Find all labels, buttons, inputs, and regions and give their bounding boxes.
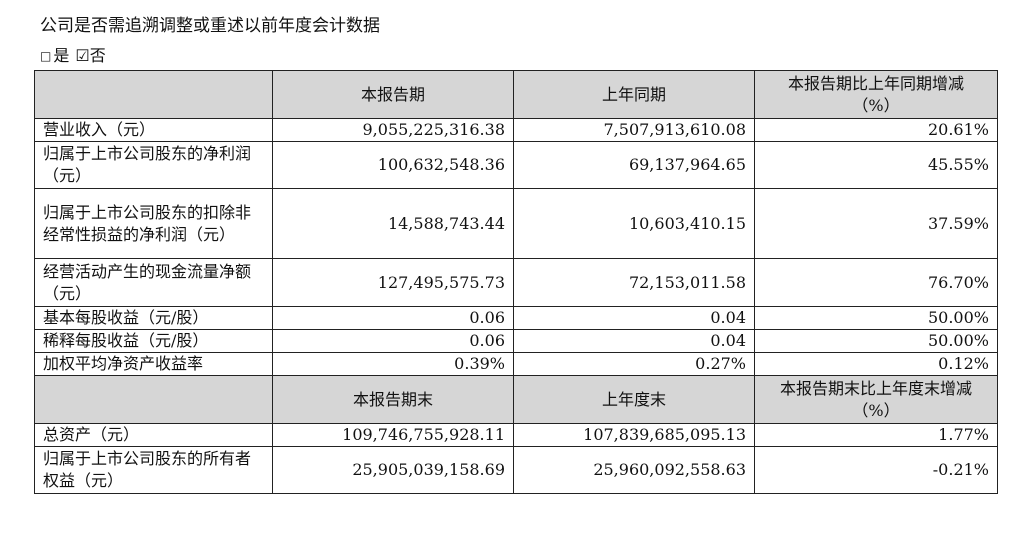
row-change-value: -0.21% xyxy=(754,446,998,494)
row-label: 归属于上市公司股东的净利润（元） xyxy=(34,141,273,189)
row-current-value: 0.39% xyxy=(272,352,514,376)
header-blank-cell xyxy=(34,70,273,119)
choice-yes-label: 是 xyxy=(53,46,70,65)
row-previous-value: 69,137,964.65 xyxy=(513,141,755,189)
table-header-row: 本报告期末 上年度末 本报告期末比上年度末增减 （%） xyxy=(34,375,998,424)
row-previous-value: 0.04 xyxy=(513,306,755,330)
row-previous-value: 25,960,092,558.63 xyxy=(513,446,755,494)
table-row: 归属于上市公司股东的净利润（元） 100,632,548.36 69,137,9… xyxy=(34,141,998,189)
row-current-value: 109,746,755,928.11 xyxy=(272,423,514,447)
row-label: 归属于上市公司股东的扣除非经常性损益的净利润（元） xyxy=(34,188,273,259)
row-previous-value: 107,839,685,095.13 xyxy=(513,423,755,447)
row-previous-value: 7,507,913,610.08 xyxy=(513,118,755,142)
header-current-period: 本报告期 xyxy=(272,70,514,119)
row-label: 营业收入（元） xyxy=(34,118,273,142)
row-label: 加权平均净资产收益率 xyxy=(34,352,273,376)
header-change-title: 本报告期末比上年度末增减 xyxy=(779,378,972,398)
row-current-value: 25,905,039,158.69 xyxy=(272,446,514,494)
row-change-value: 50.00% xyxy=(754,329,998,353)
header-change: 本报告期末比上年度末增减 （%） xyxy=(754,375,998,424)
row-previous-value: 10,603,410.15 xyxy=(513,188,755,259)
row-current-value: 0.06 xyxy=(272,306,514,330)
header-change: 本报告期比上年同期增减 （%） xyxy=(754,70,998,119)
row-current-value: 9,055,225,316.38 xyxy=(272,118,514,142)
choice-no-label: 否 xyxy=(89,46,106,65)
table-row: 归属于上市公司股东的扣除非经常性损益的净利润（元） 14,588,743.44 … xyxy=(34,188,998,259)
header-previous-year-end: 上年度末 xyxy=(513,375,755,424)
row-change-value: 50.00% xyxy=(754,306,998,330)
financial-data-table: 本报告期 上年同期 本报告期比上年同期增减 （%） 营业收入（元） 9,055,2… xyxy=(34,70,998,494)
row-label: 稀释每股收益（元/股） xyxy=(34,329,273,353)
table-row: 营业收入（元） 9,055,225,316.38 7,507,913,610.0… xyxy=(34,118,998,142)
row-label: 总资产（元） xyxy=(34,423,273,447)
row-current-value: 14,588,743.44 xyxy=(272,188,514,259)
header-change-unit: （%） xyxy=(852,400,900,420)
row-previous-value: 0.27% xyxy=(513,352,755,376)
row-change-value: 1.77% xyxy=(754,423,998,447)
section-heading: 公司是否需追溯调整或重述以前年度会计数据 xyxy=(40,16,380,36)
unchecked-box-icon: □ xyxy=(40,49,52,63)
row-change-value: 20.61% xyxy=(754,118,998,142)
table-header-row: 本报告期 上年同期 本报告期比上年同期增减 （%） xyxy=(34,70,998,119)
header-period-end: 本报告期末 xyxy=(272,375,514,424)
table-row: 加权平均净资产收益率 0.39% 0.27% 0.12% xyxy=(34,352,998,376)
row-current-value: 100,632,548.36 xyxy=(272,141,514,189)
table-row: 总资产（元） 109,746,755,928.11 107,839,685,09… xyxy=(34,423,998,447)
row-previous-value: 0.04 xyxy=(513,329,755,353)
row-current-value: 0.06 xyxy=(272,329,514,353)
table-row: 归属于上市公司股东的所有者权益（元） 25,905,039,158.69 25,… xyxy=(34,446,998,494)
restatement-choice: □ 是 ☑否 xyxy=(40,45,106,67)
row-change-value: 37.59% xyxy=(754,188,998,259)
checked-box-icon: ☑ xyxy=(75,46,90,65)
row-previous-value: 72,153,011.58 xyxy=(513,258,755,307)
table-row: 稀释每股收益（元/股） 0.06 0.04 50.00% xyxy=(34,329,998,353)
header-blank-cell xyxy=(34,375,273,424)
row-current-value: 127,495,575.73 xyxy=(272,258,514,307)
table-row: 经营活动产生的现金流量净额（元） 127,495,575.73 72,153,0… xyxy=(34,258,998,307)
header-change-title: 本报告期比上年同期增减 xyxy=(787,73,964,93)
header-change-unit: （%） xyxy=(852,95,900,115)
row-label: 基本每股收益（元/股） xyxy=(34,306,273,330)
header-previous-period: 上年同期 xyxy=(513,70,755,119)
row-change-value: 45.55% xyxy=(754,141,998,189)
row-change-value: 0.12% xyxy=(754,352,998,376)
row-label: 经营活动产生的现金流量净额（元） xyxy=(34,258,273,307)
row-change-value: 76.70% xyxy=(754,258,998,307)
table-row: 基本每股收益（元/股） 0.06 0.04 50.00% xyxy=(34,306,998,330)
row-label: 归属于上市公司股东的所有者权益（元） xyxy=(34,446,273,494)
